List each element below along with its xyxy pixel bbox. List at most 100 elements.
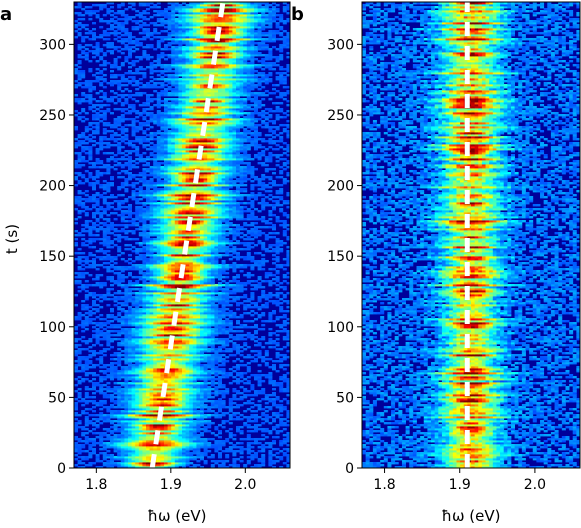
panel-a-heatmap-cell: [200, 308, 204, 311]
panel-a-heatmap-cell: [138, 324, 143, 327]
panel-a-heatmap-cell: [178, 376, 183, 379]
panel-a-heatmap-cell: [142, 442, 147, 445]
panel-a-heatmap-cell: [196, 294, 201, 297]
panel-a-heatmap-cell: [146, 448, 150, 451]
panel-a-heatmap-cell: [149, 324, 154, 327]
panel-a-heatmap-cell: [200, 404, 204, 407]
panel-a-heatmap-cell: [189, 276, 194, 279]
panel-a-heatmap-cell: [192, 458, 197, 461]
panel-a-heatmap-cell: [160, 262, 165, 265]
panel-a-heatmap-cell: [171, 284, 176, 287]
panel-a-heatmap-cell: [196, 354, 201, 357]
panel-a-heatmap-cell: [264, 276, 269, 279]
panel-a-heatmap-cell: [196, 360, 201, 363]
panel-a-heatmap-cell: [250, 294, 255, 297]
panel-a-heatmap-cell: [200, 282, 204, 285]
panel-a-heatmap-cell: [185, 390, 190, 393]
panel-a-heatmap-cell: [272, 250, 276, 253]
panel-a-heatmap-cell: [200, 278, 204, 281]
panel-a-heatmap-cell: [138, 430, 143, 433]
panel-a-heatmap-cell: [149, 384, 154, 387]
panel-a-heatmap-cell: [250, 356, 255, 359]
panel-a-heatmap-cell: [110, 246, 114, 249]
panel-a-heatmap-cell: [178, 370, 183, 373]
panel-a-heatmap-cell: [250, 398, 255, 401]
panel-a-heatmap-cell: [160, 252, 165, 255]
panel-a-heatmap-cell: [214, 356, 219, 359]
panel-a-heatmap-cell: [250, 406, 255, 409]
panel-a-heatmap-cell: [174, 460, 179, 463]
panel-a-heatmap-cell: [160, 244, 165, 247]
panel-a-heatmap-cell: [99, 440, 104, 443]
panel-a-heatmap-cell: [286, 410, 290, 413]
panel-a-heatmap-cell: [174, 430, 179, 433]
panel-a-heatmap-cell: [174, 438, 179, 441]
panel-a-heatmap-cell: [182, 262, 186, 265]
panel-a-heatmap-cell: [189, 376, 194, 379]
panel-a-heatmap-cell: [167, 424, 172, 427]
panel-a-heatmap-cell: [102, 428, 107, 431]
panel-a-heatmap-cell: [203, 302, 208, 305]
panel-a-heatmap-cell: [189, 322, 194, 325]
panel-a-heatmap-cell: [102, 384, 107, 387]
panel-a-heatmap-cell: [149, 294, 154, 297]
panel-a-heatmap-cell: [236, 412, 240, 415]
panel-a-heatmap-cell: [84, 386, 89, 389]
panel-a-heatmap-cell: [171, 438, 176, 441]
panel-a-heatmap-cell: [102, 372, 107, 375]
panel-a-heatmap-cell: [102, 242, 107, 245]
panel-a-heatmap-cell: [99, 326, 104, 329]
panel-a-heatmap-cell: [113, 434, 118, 437]
panel-a-heatmap-cell: [156, 386, 161, 389]
panel-a-heatmap-cell: [77, 364, 82, 367]
panel-a-heatmap-cell: [250, 334, 255, 337]
panel-a-heatmap-cell: [164, 282, 168, 285]
panel-a-heatmap-cell: [214, 298, 219, 301]
panel-a-heatmap-cell: [120, 404, 125, 407]
panel-a-heatmap-cell: [153, 326, 158, 329]
panel-a-heatmap-cell: [138, 446, 143, 449]
panel-a-heatmap-cell: [200, 370, 204, 373]
panel-a-heatmap-cell: [142, 356, 147, 359]
panel-a-heatmap-cell: [88, 380, 93, 383]
panel-a-heatmap-cell: [272, 332, 276, 335]
panel-a-heatmap-cell: [128, 442, 132, 445]
panel-a-heatmap-cell: [171, 410, 176, 413]
panel-a-heatmap-cell: [135, 370, 140, 373]
panel-a-heatmap-cell: [279, 410, 284, 413]
panel-a-heatmap-cell: [106, 344, 111, 347]
panel-a-heatmap-cell: [214, 388, 219, 391]
panel-a-heatmap-cell: [153, 450, 158, 453]
panel-a-heatmap-cell: [254, 264, 258, 267]
panel-a-heatmap-cell: [257, 382, 262, 385]
panel-a-heatmap-cell: [254, 340, 258, 343]
panel-a-heatmap-cell: [282, 346, 287, 349]
panel-a-heatmap-cell: [171, 358, 176, 361]
panel-a-heatmap-cell: [171, 328, 176, 331]
panel-a-heatmap-cell: [210, 246, 215, 249]
panel-a-heatmap-cell: [106, 334, 111, 337]
panel-a-heatmap-cell: [268, 314, 273, 317]
panel-a-heatmap-cell: [153, 358, 158, 361]
panel-a-heatmap-cell: [239, 326, 244, 329]
panel-a-heatmap-cell: [218, 230, 222, 233]
panel-a-heatmap-cell: [138, 296, 143, 299]
panel-a-heatmap-cell: [207, 240, 212, 243]
panel-a-heatmap-cell: [228, 324, 233, 327]
panel-a-heatmap-cell: [243, 378, 248, 381]
panel-a-heatmap-cell: [279, 450, 284, 453]
panel-a-heatmap-cell: [203, 278, 208, 281]
panel-a-heatmap-cell: [264, 374, 269, 377]
panel-a-heatmap-cell: [174, 372, 179, 375]
panel-a-heatmap-cell: [268, 312, 273, 315]
panel-a-heatmap-cell: [131, 356, 136, 359]
panel-a-heatmap-cell: [228, 348, 233, 351]
panel-a-heatmap-cell: [200, 314, 204, 317]
panel-a-heatmap-cell: [254, 330, 258, 333]
panel-a-heatmap-cell: [200, 390, 204, 393]
panel-a-heatmap-cell: [203, 344, 208, 347]
panel-a-heatmap-cell: [282, 438, 287, 441]
panel-a-heatmap-cell: [95, 250, 100, 253]
panel-a-heatmap-cell: [138, 374, 143, 377]
panel-a-heatmap-cell: [138, 370, 143, 373]
